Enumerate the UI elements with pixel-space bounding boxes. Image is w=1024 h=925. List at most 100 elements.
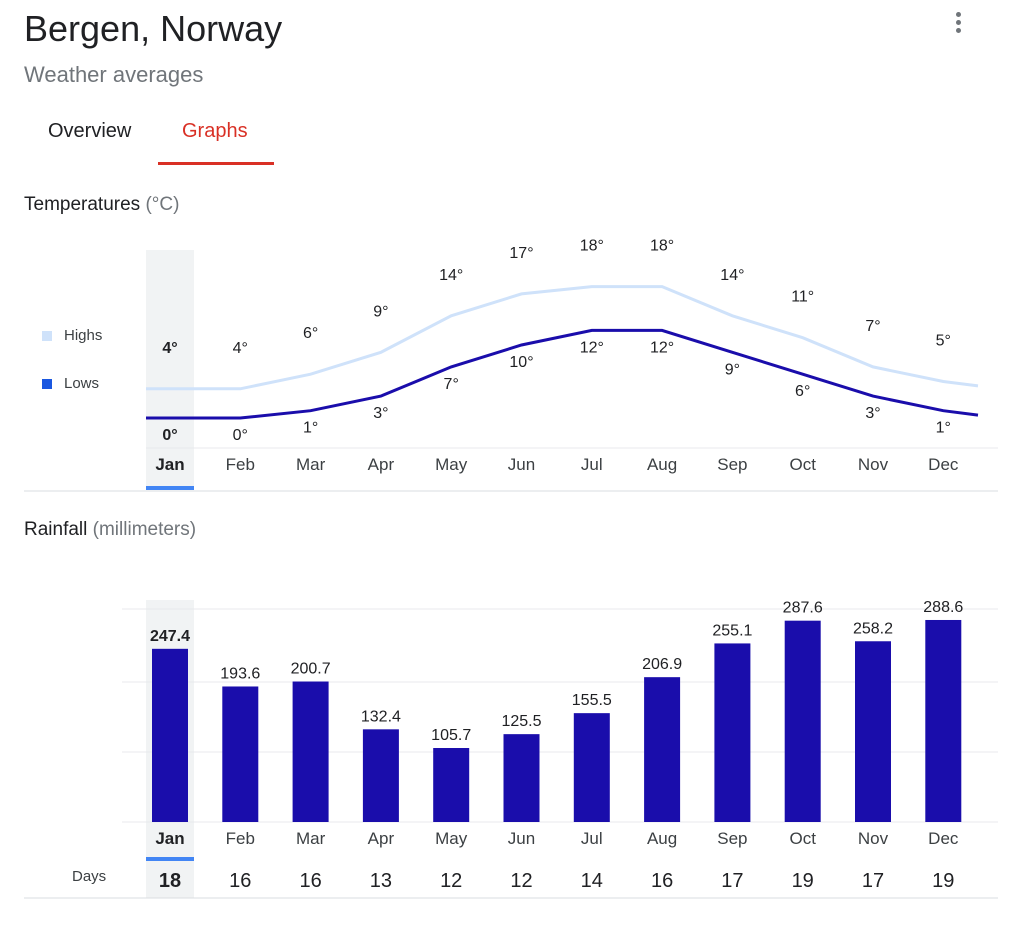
rainfall-bar	[714, 643, 751, 822]
month-tick-label: Feb	[226, 829, 255, 848]
lows-data-label: 9°	[725, 361, 740, 378]
page-subtitle: Weather averages	[24, 62, 204, 87]
month-tick-label: Aug	[647, 455, 677, 474]
highs-data-label: 9°	[373, 303, 388, 320]
rainy-days-value: 16	[651, 870, 673, 892]
temperature-title: Temperatures	[24, 194, 141, 215]
lows-data-label: 6°	[795, 383, 810, 400]
month-tick-label: Oct	[789, 829, 816, 848]
month-tick-label: Jun	[508, 455, 535, 474]
rainfall-bar	[644, 677, 681, 822]
rainfall-data-label: 125.5	[501, 713, 541, 730]
rainfall-data-label: 255.1	[712, 622, 752, 639]
highs-data-label: 6°	[303, 325, 318, 342]
legend-lows-swatch	[42, 378, 52, 389]
rainfall-data-label: 132.4	[361, 708, 401, 725]
selected-month-indicator	[146, 857, 194, 861]
rainy-days-value: 19	[792, 870, 814, 892]
rainy-days-value: 17	[721, 870, 743, 892]
legend-highs-label: Highs	[64, 327, 103, 344]
month-tick-label: Jun	[508, 829, 535, 848]
temperature-chart: 4° 0° Jan 4° 0° Feb 6° 1° Mar 9° 3° Apr 14° 7° May 17° 1…	[24, 238, 998, 492]
rainfall-bar	[152, 648, 188, 822]
month-tick-label: Apr	[368, 829, 395, 848]
highs-data-label: 5°	[936, 333, 951, 350]
lows-data-label: 1°	[303, 420, 318, 437]
rainfall-data-label: 247.4	[150, 628, 190, 645]
month-tick-label: Jan	[155, 829, 184, 848]
lows-data-label: 12°	[580, 339, 604, 356]
month-tick-label: Jul	[581, 829, 603, 848]
highs-data-label: 14°	[720, 267, 744, 284]
lows-data-label: 3°	[373, 405, 388, 422]
rainy-days-value: 16	[299, 870, 321, 892]
rainy-days-value: 16	[229, 870, 251, 892]
rainfall-section-title: Rainfall (millimeters)	[24, 519, 196, 541]
temperature-unit: (°C)	[145, 194, 180, 215]
rainy-days-value: 12	[510, 870, 532, 892]
tab-overview[interactable]: Overview	[48, 120, 132, 142]
legend-highs-swatch	[42, 330, 52, 341]
month-tick-label: Feb	[226, 455, 255, 474]
lows-data-label: 12°	[650, 339, 674, 356]
lows-series-line	[146, 328, 979, 420]
lows-data-label: 7°	[444, 376, 459, 393]
month-tick-label: Dec	[928, 455, 959, 474]
selected-tab-indicator	[158, 162, 274, 165]
highs-data-label: 11°	[791, 289, 814, 306]
legend-lows-label: Lows	[64, 375, 100, 392]
lows-data-label: 1°	[936, 420, 951, 437]
rainfall-bar	[433, 748, 470, 822]
month-tick-label: Dec	[928, 829, 959, 848]
tab-graphs[interactable]: Graphs	[182, 120, 248, 142]
rainfall-bar	[292, 681, 329, 822]
lows-data-label: 0°	[233, 427, 248, 444]
rainfall-data-label: 200.7	[291, 661, 331, 678]
rainy-days-value: 12	[440, 870, 462, 892]
legend-highs: Highs	[42, 327, 102, 344]
more-vert-icon[interactable]	[948, 10, 968, 40]
highs-data-label: 18°	[650, 238, 674, 255]
rainfall-data-label: 105.7	[431, 727, 471, 744]
rainfall-bar	[855, 641, 891, 822]
month-tick-label: Sep	[717, 829, 747, 848]
rainfall-unit: (millimeters)	[92, 519, 197, 540]
rainfall-data-label: 258.2	[853, 620, 893, 637]
highs-data-label: 4°	[233, 340, 248, 357]
rainfall-chart: 247.4 Jan 18 193.6 Feb 16 200.7 Mar 16 132.4 Apr 13…	[24, 599, 998, 899]
month-tick-label: Apr	[368, 455, 395, 474]
rainy-days-value: 19	[932, 870, 954, 892]
highs-data-label: 7°	[865, 318, 880, 335]
highs-data-label: 14°	[439, 267, 463, 284]
rainfall-title: Rainfall	[24, 519, 88, 540]
rainfall-data-label: 288.6	[923, 599, 963, 616]
rainfall-bar	[362, 729, 399, 822]
selected-month-highlight	[146, 250, 194, 490]
month-tick-label: Jul	[581, 455, 603, 474]
lows-data-label: 3°	[865, 405, 880, 422]
rainfall-bar	[925, 619, 962, 822]
month-tick-label: Jan	[155, 455, 184, 474]
month-tick-label: Mar	[296, 829, 326, 848]
highs-series-line	[146, 285, 979, 391]
highs-data-label: 17°	[509, 245, 533, 262]
rainfall-bar	[503, 734, 540, 822]
month-tick-label: May	[435, 829, 468, 848]
lows-data-label: 0°	[162, 427, 177, 444]
page-title: Bergen, Norway	[24, 8, 283, 49]
temperature-section-title: Temperatures (°C)	[24, 194, 179, 216]
days-label: Days	[72, 868, 107, 885]
legend-lows: Lows	[42, 375, 99, 392]
month-tick-label: Nov	[858, 829, 889, 848]
rainfall-bar	[573, 713, 610, 822]
rainy-days-value: 14	[581, 870, 603, 892]
month-tick-label: May	[435, 455, 468, 474]
month-tick-label: Nov	[858, 455, 889, 474]
month-tick-label: Aug	[647, 829, 677, 848]
highs-data-label: 4°	[162, 340, 177, 357]
rainfall-bar	[784, 620, 821, 822]
rainy-days-value: 17	[862, 870, 884, 892]
rainfall-data-label: 193.6	[220, 665, 260, 682]
month-tick-label: Oct	[789, 455, 816, 474]
lows-data-label: 10°	[509, 354, 533, 371]
